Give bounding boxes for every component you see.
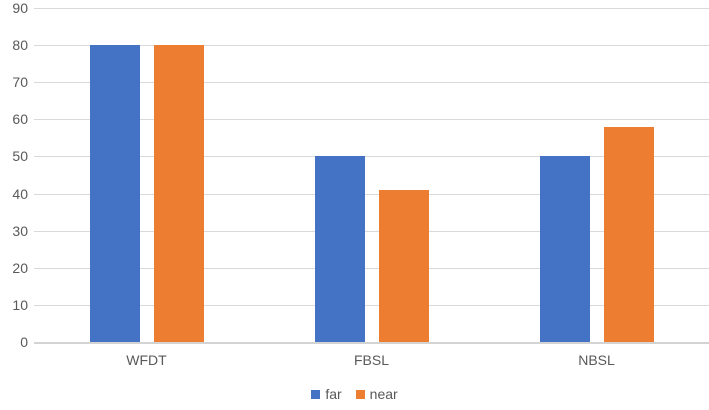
bar-near-fbsl	[379, 190, 429, 342]
bar-near-wfdt	[154, 45, 204, 342]
bar-far-wfdt	[90, 45, 140, 342]
y-tick-label: 20	[12, 260, 28, 276]
plot-area	[34, 8, 709, 344]
bar-far-nbsl	[540, 156, 590, 342]
legend-swatch-icon	[311, 389, 321, 399]
bar-near-nbsl	[604, 127, 654, 342]
legend-item-far: far	[311, 386, 342, 402]
category-label-wfdt: WFDT	[126, 352, 167, 368]
gridline	[34, 231, 709, 232]
x-axis-labels: WFDT FBSL NBSL	[34, 350, 709, 370]
x-axis-line	[34, 342, 709, 344]
y-tick-label: 60	[12, 111, 28, 127]
y-tick-label: 10	[12, 297, 28, 313]
gridline	[34, 194, 709, 195]
legend-swatch-icon	[355, 389, 365, 399]
y-tick-label: 50	[12, 148, 28, 164]
y-axis-labels: 0 10 20 30 40 50 60 70 80 90	[0, 0, 28, 350]
y-tick-label: 0	[20, 334, 28, 350]
gridline	[34, 119, 709, 120]
y-tick-label: 40	[12, 186, 28, 202]
gridline	[34, 82, 709, 83]
gridline	[34, 305, 709, 306]
gridline	[34, 8, 709, 9]
gridline	[34, 156, 709, 157]
y-tick-label: 80	[12, 37, 28, 53]
legend-label: near	[369, 386, 398, 402]
legend-item-near: near	[355, 386, 398, 402]
legend-label: far	[325, 386, 342, 402]
bar-far-fbsl	[315, 156, 365, 342]
category-label-nbsl: NBSL	[578, 352, 615, 368]
y-tick-label: 30	[12, 223, 28, 239]
gridline	[34, 45, 709, 46]
y-tick-label: 90	[12, 0, 28, 16]
gridline	[34, 268, 709, 269]
y-tick-label: 70	[12, 74, 28, 90]
category-label-fbsl: FBSL	[353, 352, 389, 368]
legend: far near	[0, 384, 709, 404]
